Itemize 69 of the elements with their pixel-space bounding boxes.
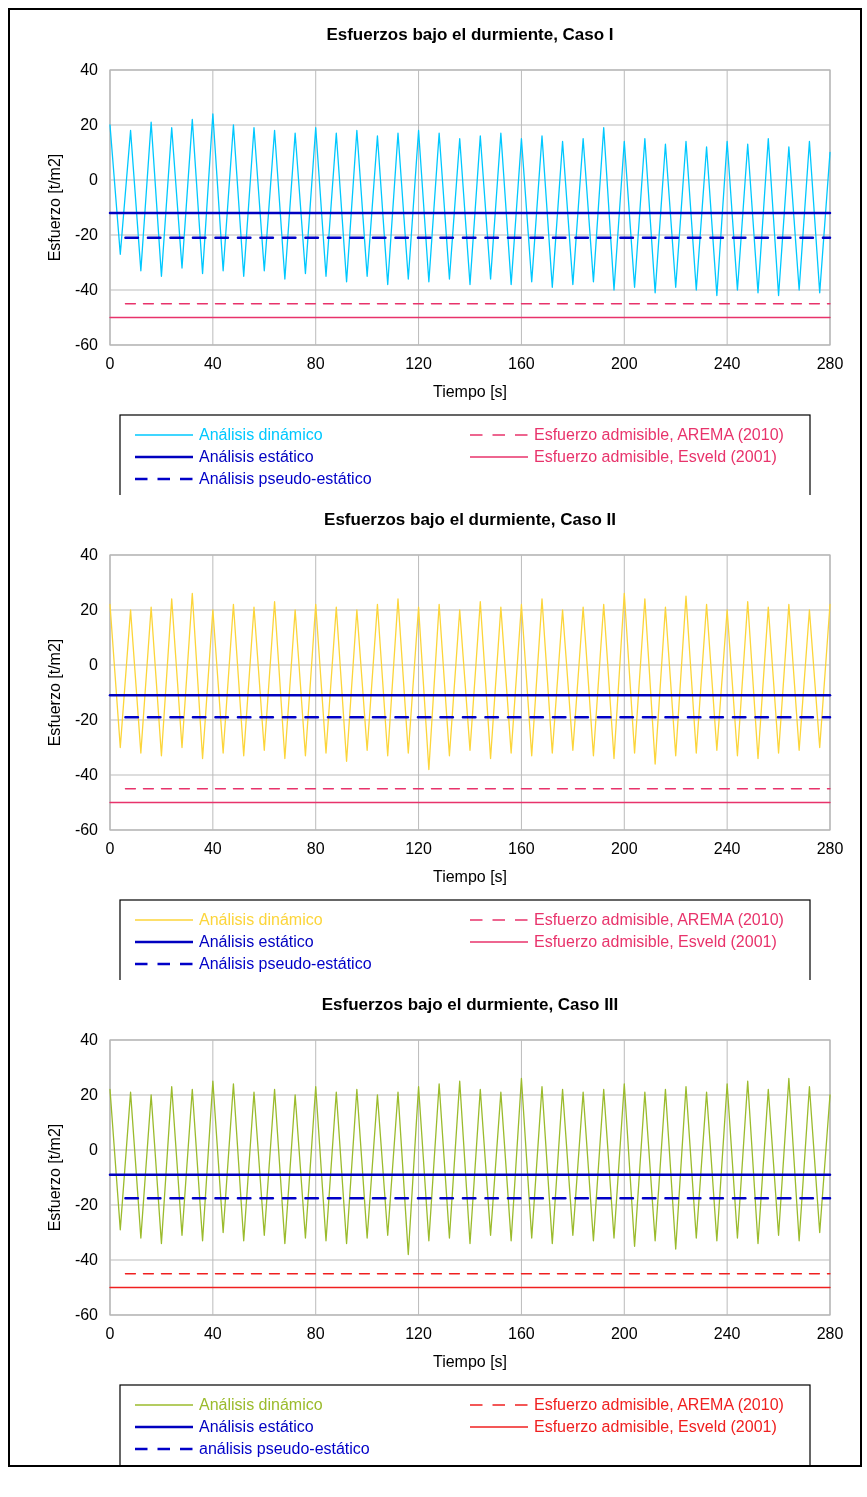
x-axis-title: Tiempo [s] xyxy=(432,868,508,885)
x-tick-label: 280 xyxy=(816,355,844,372)
y-tick-label: 0 xyxy=(89,656,99,673)
x-axis-title: Tiempo [s] xyxy=(432,1353,508,1370)
x-tick-label: 160 xyxy=(508,840,535,857)
chart-title: Esfuerzos bajo el durmiente, Caso III xyxy=(321,995,619,1014)
x-tick-label: 120 xyxy=(405,1325,433,1342)
legend-label: Esfuerzo admisible, AREMA (2010) xyxy=(534,426,784,443)
y-tick-label: -60 xyxy=(74,336,99,353)
x-tick-label: 200 xyxy=(610,840,638,857)
chart-title: Esfuerzos bajo el durmiente, Caso I xyxy=(326,25,614,44)
x-tick-label: 0 xyxy=(105,1325,115,1342)
x-tick-label: 40 xyxy=(203,355,222,372)
x-tick-label: 280 xyxy=(816,840,844,857)
x-tick-label: 160 xyxy=(508,1325,535,1342)
y-axis-title: Esfuerzo [t/m2] xyxy=(46,638,63,747)
line-series xyxy=(109,113,831,297)
y-tick-label: 0 xyxy=(89,171,99,188)
legend-label: Análisis pseudo-estático xyxy=(199,470,372,487)
y-axis-title: Esfuerzo [t/m2] xyxy=(46,153,63,262)
y-tick-label: 20 xyxy=(80,1086,99,1103)
y-tick-label: -40 xyxy=(74,1251,99,1268)
y-tick-label: -60 xyxy=(74,1306,99,1323)
y-tick-label: 40 xyxy=(80,61,99,78)
x-tick-label: 200 xyxy=(610,1325,638,1342)
x-tick-label: 0 xyxy=(105,355,115,372)
x-tick-label: 0 xyxy=(105,840,115,857)
x-tick-label: 200 xyxy=(610,355,638,372)
y-tick-label: 40 xyxy=(80,546,99,563)
legend-label: Análisis dinámico xyxy=(199,911,323,928)
legend-label: análisis pseudo-estático xyxy=(199,1440,370,1457)
y-tick-label: -60 xyxy=(74,821,99,838)
y-tick-label: -40 xyxy=(74,766,99,783)
x-tick-label: 280 xyxy=(816,1325,844,1342)
y-tick-label: -40 xyxy=(74,281,99,298)
legend-label: Análisis estático xyxy=(199,448,314,465)
y-tick-label: 40 xyxy=(80,1031,99,1048)
x-tick-label: 160 xyxy=(508,355,535,372)
x-tick-label: 240 xyxy=(713,355,741,372)
y-tick-label: 0 xyxy=(89,1141,99,1158)
x-tick-label: 240 xyxy=(713,840,741,857)
x-tick-label: 120 xyxy=(405,355,433,372)
legend-label: Análisis estático xyxy=(199,1418,314,1435)
y-tick-label: -20 xyxy=(74,226,99,243)
x-tick-label: 80 xyxy=(306,1325,325,1342)
legend-label: Esfuerzo admisible, Esveld (2001) xyxy=(534,1418,777,1435)
legend-label: Análisis estático xyxy=(199,933,314,950)
x-tick-label: 80 xyxy=(306,840,325,857)
legend-label: Esfuerzo admisible, AREMA (2010) xyxy=(534,911,784,928)
x-tick-label: 40 xyxy=(203,1325,222,1342)
y-tick-label: -20 xyxy=(74,1196,99,1213)
x-tick-label: 240 xyxy=(713,1325,741,1342)
legend-label: Análisis dinámico xyxy=(199,1396,323,1413)
legend-label: Esfuerzo admisible, AREMA (2010) xyxy=(534,1396,784,1413)
x-tick-label: 40 xyxy=(203,840,222,857)
chart-title: Esfuerzos bajo el durmiente, Caso II xyxy=(324,510,616,529)
legend-label: Esfuerzo admisible, Esveld (2001) xyxy=(534,448,777,465)
legend-label: Análisis pseudo-estático xyxy=(199,955,372,972)
y-tick-label: 20 xyxy=(80,116,99,133)
line-series xyxy=(109,592,831,771)
x-tick-label: 80 xyxy=(306,355,325,372)
y-tick-label: -20 xyxy=(74,711,99,728)
y-axis-title: Esfuerzo [t/m2] xyxy=(46,1123,63,1232)
legend-label: Análisis dinámico xyxy=(199,426,323,443)
legend-label: Esfuerzo admisible, Esveld (2001) xyxy=(534,933,777,950)
x-axis-title: Tiempo [s] xyxy=(432,383,508,400)
line-series xyxy=(109,1077,831,1256)
y-tick-label: 20 xyxy=(80,601,99,618)
x-tick-label: 120 xyxy=(405,840,433,857)
